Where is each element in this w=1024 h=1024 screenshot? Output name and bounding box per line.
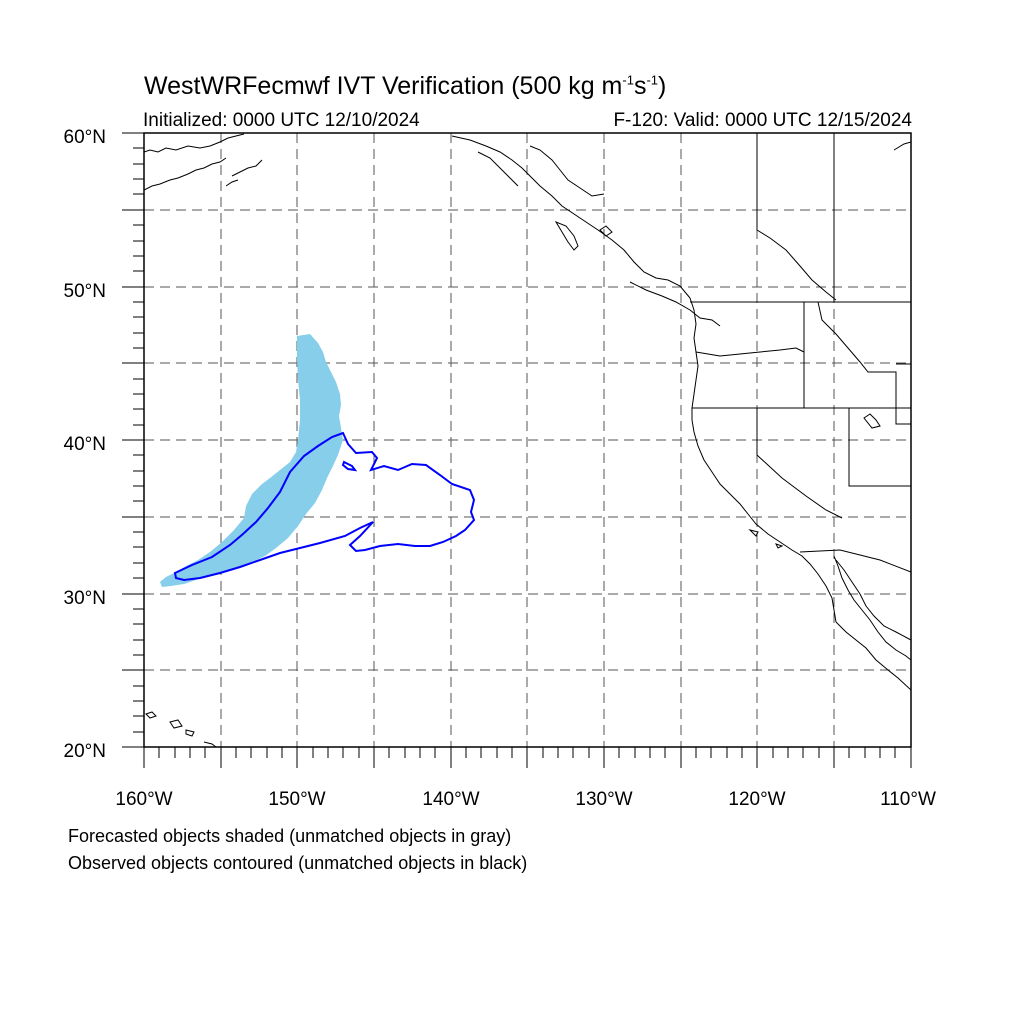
lat-label-40: 40°N (64, 434, 106, 455)
lon-labels: 160°W 150°W 140°W 130°W 120°W 110°W (115, 789, 936, 810)
initialized-time: Initialized: 0000 UTC 12/10/2024 (143, 110, 420, 131)
coastlines (144, 133, 911, 747)
lon-label-120w: 120°W (728, 789, 785, 810)
axis-ticks (122, 132, 912, 768)
lat-label-30: 30°N (64, 588, 106, 609)
lon-label-110w: 110°W (880, 789, 936, 810)
lat-labels: 20°N 30°N 40°N 50°N 60°N (64, 127, 106, 762)
forecast-object (160, 334, 343, 587)
lon-label-160w: 160°W (115, 789, 172, 810)
lat-label-50: 50°N (64, 281, 106, 302)
lat-label-60: 60°N (64, 127, 106, 148)
lat-label-20: 20°N (64, 741, 106, 762)
valid-time: F-120: Valid: 0000 UTC 12/15/2024 (613, 110, 912, 131)
legend-observed: Observed objects contoured (unmatched ob… (68, 853, 528, 873)
lon-label-140w: 140°W (422, 789, 479, 810)
chart-title: WestWRFecmwf IVT Verification (500 kg m-… (144, 72, 667, 100)
lon-label-150w: 150°W (268, 789, 325, 810)
legend-forecast: Forecasted objects shaded (unmatched obj… (68, 826, 512, 846)
lon-label-130w: 130°W (575, 789, 632, 810)
gridlines (144, 133, 911, 747)
observed-object-contour (173, 431, 476, 582)
observed-small-contour (341, 460, 358, 472)
